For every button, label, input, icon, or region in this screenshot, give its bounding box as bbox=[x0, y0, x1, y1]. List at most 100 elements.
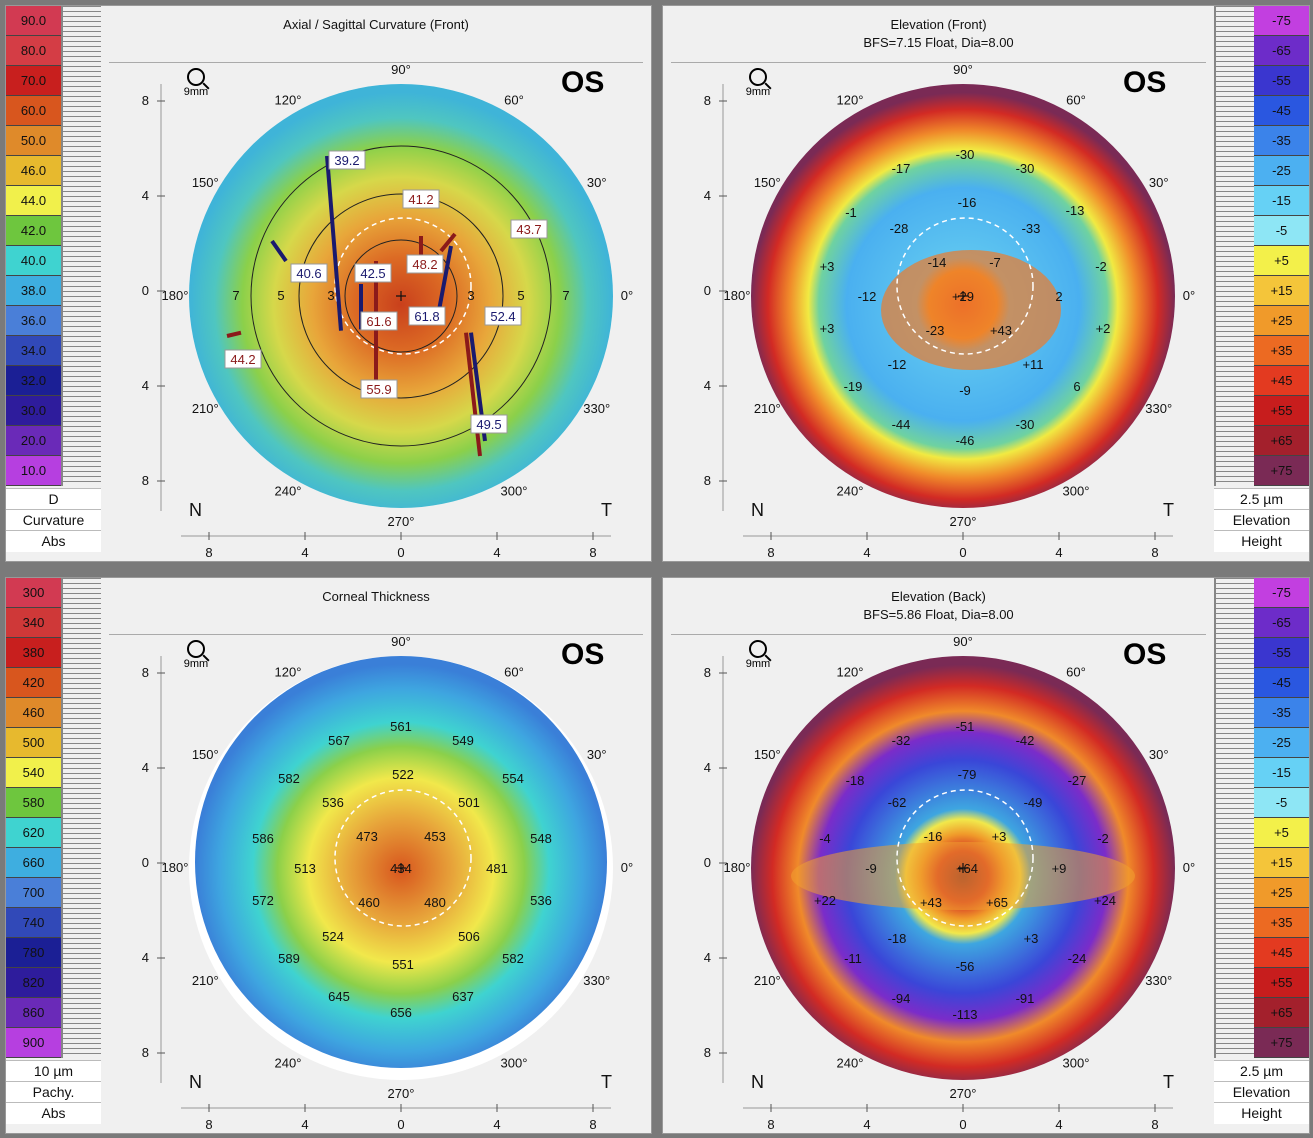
panel-axial-curvature[interactable]: 90.0 80.0 70.0 60.0 50.0 46.0 44.0 42.0 40.0 38.0… bbox=[5, 5, 652, 562]
degree-label: 0° bbox=[621, 860, 633, 875]
panel-corneal-thickness[interactable]: 300 340 380 420 460 500 540 580 620 660 700 740 780 8… bbox=[5, 577, 652, 1134]
map-value: -4 bbox=[819, 831, 831, 846]
panel-elevation-back[interactable]: -75 -65 -55 -45 -35 -25 -15 -5 +5 +15 +25 +35 +45 +55… bbox=[662, 577, 1310, 1134]
scale-step: 34.0 bbox=[6, 336, 61, 366]
ring-diameter-label: 3 bbox=[327, 288, 334, 303]
scale-tick bbox=[61, 758, 101, 788]
y-tick-label: 8 bbox=[704, 93, 711, 108]
map-value: 473 bbox=[356, 829, 378, 844]
degree-label: 120° bbox=[275, 664, 302, 679]
scale-tick bbox=[1214, 336, 1254, 366]
degree-label: 210° bbox=[192, 401, 219, 416]
curvature-value-box bbox=[224, 349, 262, 369]
scale-unit-label: 2.5 µm bbox=[1214, 1060, 1309, 1082]
eye-label: OS bbox=[561, 638, 605, 671]
map-value: -9 bbox=[959, 383, 971, 398]
scale-step: -65 bbox=[1254, 608, 1309, 638]
topography-map[interactable]: 8 4 0 4 8 8 4 0 4 8 90° 60° 30° 0° 330° 300° 270° 240° 210… bbox=[101, 578, 651, 1133]
curvature-value-box bbox=[408, 306, 446, 326]
panel-elevation-front[interactable]: -75 -65 -55 -45 -35 -25 -15 -5 +5 +15 +25 +35 +45 +55… bbox=[662, 5, 1310, 562]
map-value: 501 bbox=[458, 795, 480, 810]
scale-tick bbox=[1214, 938, 1254, 968]
meridian-marker bbox=[270, 239, 288, 263]
scale-unit-label: 10 µm bbox=[6, 1060, 101, 1082]
y-tick-label: 8 bbox=[142, 93, 149, 108]
apex-marker bbox=[958, 863, 968, 873]
map-value: -7 bbox=[989, 255, 1001, 270]
zoom-magnifier[interactable]: 9mm bbox=[181, 68, 211, 98]
scale-tick bbox=[1214, 6, 1254, 36]
degree-label: 330° bbox=[583, 973, 610, 988]
scale-tick bbox=[1214, 788, 1254, 818]
x-tick-label: 4 bbox=[493, 1117, 500, 1132]
map-value: -1 bbox=[845, 205, 857, 220]
map-title-text: Elevation (Back) bbox=[891, 589, 986, 604]
meridian-marker bbox=[325, 155, 343, 331]
map-value: 582 bbox=[502, 951, 524, 966]
degree-label: 90° bbox=[391, 62, 411, 77]
magnifier-icon bbox=[749, 640, 772, 662]
zoom-magnifier[interactable]: 9mm bbox=[181, 640, 211, 670]
scale-tick bbox=[1214, 968, 1254, 998]
scale-unit-label: Elevation bbox=[1214, 509, 1309, 531]
scale-step-label: -35 bbox=[1272, 133, 1291, 148]
scale-step-label: 90.0 bbox=[20, 13, 47, 28]
curvature-value-box bbox=[360, 379, 398, 399]
topography-map[interactable]: 8 4 0 4 8 8 4 0 4 8 90° 60° 30° 0° 330° 300° 270° 240° 210… bbox=[101, 6, 651, 561]
scale-step: -5 bbox=[1254, 216, 1309, 246]
scale-step-label: +35 bbox=[1270, 915, 1293, 930]
scale-step-label: 340 bbox=[22, 615, 45, 630]
map-value: +2 bbox=[1096, 321, 1111, 336]
scale-step: -55 bbox=[1254, 638, 1309, 668]
degree-label: 30° bbox=[587, 747, 607, 762]
scale-step: +75 bbox=[1254, 1028, 1309, 1058]
scale-step: 90.0 bbox=[6, 6, 61, 36]
x-tick-label: 0 bbox=[959, 545, 966, 560]
map-value: 524 bbox=[322, 929, 344, 944]
scale-step-label: +15 bbox=[1270, 855, 1293, 870]
map-value: -13 bbox=[1066, 203, 1085, 218]
zone-ring bbox=[298, 193, 504, 399]
scale-step-label: +35 bbox=[1270, 343, 1293, 358]
y-tick-label: 4 bbox=[142, 760, 149, 775]
scale-step-label: +5 bbox=[1274, 825, 1289, 840]
topography-map[interactable]: 8 4 0 4 8 8 4 0 4 8 90° 60° 30° 0° 330° 300° 270° 240° 210… bbox=[663, 6, 1214, 561]
scale-step: +5 bbox=[1254, 818, 1309, 848]
curvature-value-box bbox=[484, 306, 522, 326]
scale-step: +55 bbox=[1254, 396, 1309, 426]
scale-tick bbox=[1214, 456, 1254, 486]
scale-tick bbox=[1214, 216, 1254, 246]
scale-tick bbox=[1214, 1028, 1254, 1058]
x-tick-label: 4 bbox=[1055, 1117, 1062, 1132]
degree-label: 90° bbox=[953, 62, 973, 77]
scale-step-label: +15 bbox=[1270, 283, 1293, 298]
y-tick-label: 4 bbox=[704, 378, 711, 393]
map-value: -33 bbox=[1022, 221, 1041, 236]
zone-ring bbox=[344, 239, 458, 353]
map-title-text: Axial / Sagittal Curvature (Front) bbox=[283, 17, 469, 32]
scale-step: 620 bbox=[6, 818, 61, 848]
scale-step: 820 bbox=[6, 968, 61, 998]
scale-step-label: +5 bbox=[1274, 253, 1289, 268]
zoom-magnifier[interactable]: 9mm bbox=[743, 640, 773, 670]
map-value: -30 bbox=[956, 147, 975, 162]
degree-label: 180° bbox=[724, 288, 751, 303]
map-value: +24 bbox=[1094, 893, 1116, 908]
scale-step: 340 bbox=[6, 608, 61, 638]
scale-step: +65 bbox=[1254, 426, 1309, 456]
scale-unit-label: Abs bbox=[6, 530, 101, 552]
map-value: -113 bbox=[952, 1007, 977, 1022]
degree-label: 300° bbox=[501, 1056, 528, 1071]
scale-tick bbox=[1214, 246, 1254, 276]
x-tick-label: 4 bbox=[493, 545, 500, 560]
scale-tick bbox=[1214, 908, 1254, 938]
degree-label: 180° bbox=[162, 288, 189, 303]
scale-tick bbox=[1214, 818, 1254, 848]
scale-step: 700 bbox=[6, 878, 61, 908]
scale-step: -15 bbox=[1254, 186, 1309, 216]
scale-step-label: -55 bbox=[1272, 73, 1291, 88]
nasal-label: N bbox=[751, 1072, 764, 1092]
scale-step: 300 bbox=[6, 578, 61, 608]
zoom-magnifier[interactable]: 9mm bbox=[743, 68, 773, 98]
topography-map[interactable]: 8 4 0 4 8 8 4 0 4 8 90° 60° 30° 0° 330° 300° 270° 240° 210… bbox=[663, 578, 1214, 1133]
